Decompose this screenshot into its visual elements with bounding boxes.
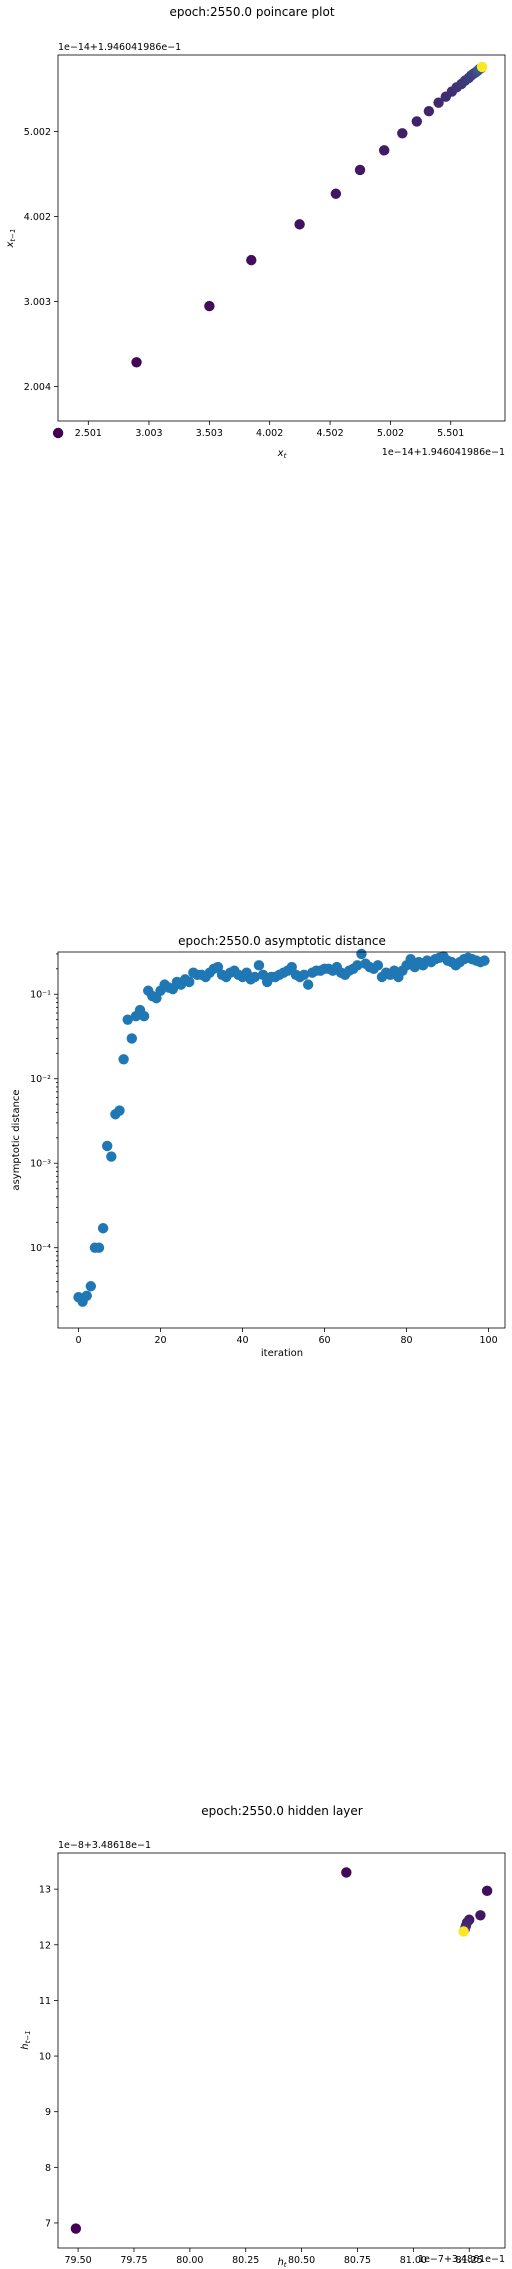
x-tick-label: 80.75 [344,2255,371,2266]
asymptotic-distance-plot: epoch:2550.0 asymptotic distance 0 20 40 60… [11,934,506,1359]
distance-point [81,1290,92,1301]
x-tick-label: 20 [154,1335,166,1346]
hidden-layer-title: epoch:2550.0 hidden layer [201,1804,363,1818]
distance-point [97,1223,109,1234]
x-tick-label: 60 [319,1335,331,1346]
distance-point [184,976,195,988]
poincare-point [204,300,215,312]
x-tick-label: 80.50 [288,2255,315,2266]
hidden-y-offset-label: 1e−8+3.48618e−1 [58,1840,151,1851]
x-tick-label: 81.00 [400,2255,427,2266]
hidden-x-offset-label: 1e−7+3.4861e−1 [418,2254,505,2265]
distance-point [212,961,224,973]
x-tick-label: 100 [480,1335,498,1346]
poincare-point [411,116,423,127]
distance-point [114,1105,125,1116]
asymptotic-y-axis-label: asymptotic distance [11,1089,22,1190]
x-tick-label: 3.003 [135,428,162,439]
y-tick-label: 3.003 [24,297,51,308]
x-tick-label: 5.501 [437,428,464,439]
hidden-layer-point [458,1926,469,1937]
distance-point [102,1140,113,1152]
hidden-layer-point [70,2223,82,2234]
y-tick-label: 4.002 [24,212,51,223]
y-tick-label: 10⁻³ [30,1159,51,1170]
poincare-point [52,427,64,439]
poincare-y-offset-label: 1e−14+1.946041986e−1 [58,42,181,53]
y-tick-label: 12 [39,1940,51,1951]
poincare-point [423,105,435,117]
distance-point [138,1010,150,1022]
poincare-plot-frame [57,54,506,422]
hidden-layer-point [475,1910,486,1921]
x-tick-label: 81.25 [456,2255,483,2266]
x-tick-label: 3.503 [196,428,223,439]
distance-point [286,961,297,973]
x-tick-label: 2.501 [75,428,102,439]
distance-point [356,948,367,960]
distance-point [302,979,314,990]
y-tick-label: 7 [45,2218,51,2229]
poincare-y-axis-label: xt−1 [5,229,17,249]
x-tick-label: 4.502 [316,428,343,439]
distance-point [122,1014,133,1025]
y-tick-label: 2.004 [24,382,51,393]
poincare-point [397,128,408,139]
x-tick-label: 79.75 [120,2255,147,2266]
hidden-layer-point [341,1867,352,1878]
poincare-point [294,219,305,230]
y-tick-label: 9 [45,2107,51,2118]
poincare-point [476,61,488,73]
y-tick-label: 11 [39,1996,51,2007]
poincare-point [131,357,142,368]
poincare-point [433,97,444,108]
distance-point [253,960,265,971]
poincare-x-offset-label: 1e−14+1.946041986e−1 [382,447,505,458]
x-tick-label: 80 [401,1335,413,1346]
poincare-x-axis-label: xt [277,448,287,460]
x-tick-label: 79.50 [65,2255,92,2266]
distance-point [479,955,490,966]
y-tick-label: 10 [39,2052,51,2063]
y-tick-label: 5.002 [24,127,51,138]
y-tick-label: 10⁻² [30,1074,51,1085]
poincare-plot: epoch:2550.0 poincare plot 1e−14+1.94604… [5,5,506,460]
distance-point [298,969,310,980]
distance-point [352,960,363,971]
x-tick-label: 40 [236,1335,248,1346]
distance-point [118,1054,129,1065]
hidden-layer-point [481,1885,493,1897]
hidden-layer-frame [57,1852,506,2249]
hidden-layer-plot: epoch:2550.0 hidden layer 1e−8+3.48618e−… [20,1804,506,2269]
x-tick-label: 4.002 [256,428,283,439]
y-tick-label: 10⁻¹ [30,990,51,1001]
distance-point [249,971,261,983]
distance-point [85,1281,97,1292]
poincare-point [354,164,366,176]
hidden-y-axis-label: ht−1 [20,2030,32,2049]
asymptotic-x-axis-label: iteration [261,1348,303,1359]
x-tick-label: 80.00 [176,2255,203,2266]
y-tick-label: 13 [39,1885,51,1896]
distance-point [126,1033,138,1044]
poincare-point [378,145,390,156]
asymptotic-distance-title: epoch:2550.0 asymptotic distance [178,934,386,948]
poincare-point [330,188,342,199]
hidden-x-axis-label: ht [277,2257,286,2269]
y-tick-label: 10⁻⁴ [30,1243,51,1254]
x-tick-label: 5.002 [377,428,404,439]
distance-point [405,953,416,965]
poincare-point [246,254,257,266]
distance-point [372,960,384,971]
x-tick-label: 80.25 [232,2255,259,2266]
distance-point [106,1151,117,1162]
poincare-plot-title: epoch:2550.0 poincare plot [169,5,334,19]
distance-point [93,1242,105,1253]
x-tick-label: 0 [75,1335,81,1346]
y-tick-label: 8 [45,2163,51,2174]
asymptotic-distance-frame [57,951,506,1329]
